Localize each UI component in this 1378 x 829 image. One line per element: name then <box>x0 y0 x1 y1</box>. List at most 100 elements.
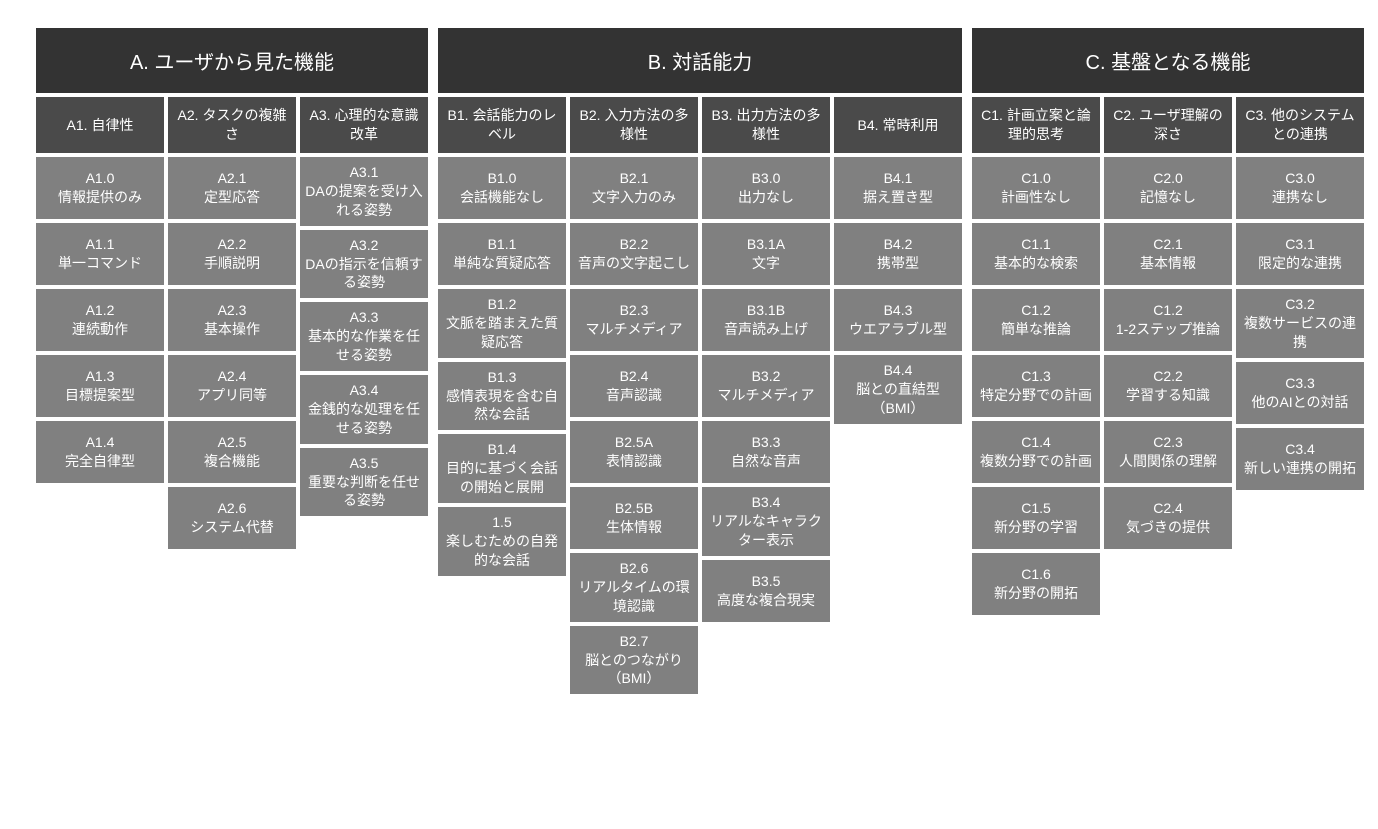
column-header-C3: C3. 他のシステムとの連携 <box>1236 97 1364 153</box>
cell-label: 定型応答 <box>204 188 260 207</box>
cell-label: 連携なし <box>1272 188 1328 207</box>
cell-code: C1.6 <box>1021 565 1051 584</box>
cell-label: 感情表現を含む自然な会話 <box>442 387 562 425</box>
cell-C1-3: C1.3特定分野での計画 <box>972 355 1100 417</box>
column-B3: B3. 出力方法の多様性B3.0出力なしB3.1A文字B3.1B音声読み上げB3… <box>702 97 830 694</box>
columns-C: C1. 計画立案と論理的思考 C1.0計画性なし C1.1基本的な検索 C1.2簡単な… <box>972 97 1364 615</box>
cell-label: 音声読み上げ <box>724 320 808 339</box>
cell-A1-3: A1.3目標提案型 <box>36 355 164 417</box>
cell-C3-1: C3.1限定的な連携 <box>1236 223 1364 285</box>
column-header-B1: B1. 会話能力のレベル <box>438 97 566 153</box>
cell-label: 重要な判断を任せる姿勢 <box>304 473 424 511</box>
capability-chart: A. ユーザから見た機能A1. 自律性A1.0情報提供のみA1.1単一コマンドA… <box>36 28 1342 694</box>
column-header-B4: B4. 常時利用 <box>834 97 962 153</box>
cell-C3-0: C3.0連携なし <box>1236 157 1364 219</box>
column-header-C1: C1. 計画立案と論理的思考 <box>972 97 1100 153</box>
cell-label: 情報提供のみ <box>58 188 142 207</box>
cell-code: A2.1 <box>218 169 247 188</box>
cell-label: 出力なし <box>738 188 794 207</box>
cell-A2-4: A2.5複合機能 <box>168 421 296 483</box>
cell-code: B2.1 <box>620 169 649 188</box>
cell-label: 基本的な検索 <box>994 254 1078 273</box>
cell-label: 音声認識 <box>606 386 662 405</box>
column-B4: B4. 常時利用B4.1据え置き型B4.2携帯型B4.3ウエアラブル型B4.4脳… <box>834 97 962 694</box>
cell-label: 新分野の開拓 <box>994 584 1078 603</box>
cell-C2-1: C2.1基本情報 <box>1104 223 1232 285</box>
group-header-C: C. 基盤となる機能 <box>972 28 1364 93</box>
cell-code: B1.1 <box>488 235 517 254</box>
cell-A2-5: A2.6システム代替 <box>168 487 296 549</box>
cell-label: 完全自律型 <box>65 452 135 471</box>
column-C1: C1. 計画立案と論理的思考 C1.0計画性なし C1.1基本的な検索 C1.2簡単な… <box>972 97 1100 615</box>
cell-label: 他のAIとの対話 <box>1251 393 1348 412</box>
cell-code: C3.0 <box>1285 169 1315 188</box>
cell-code: B3.4 <box>752 493 781 512</box>
cell-B3-0: B3.0出力なし <box>702 157 830 219</box>
cell-code: B3.0 <box>752 169 781 188</box>
group-header-B: B. 対話能力 <box>438 28 962 93</box>
cell-B2-7: B2.7脳とのつながり（BMI） <box>570 626 698 695</box>
cell-code: C2.2 <box>1153 367 1183 386</box>
columns-B: B1. 会話能力のレベルB1.0会話機能なしB1.1単純な質疑応答B1.2文脈を… <box>438 97 962 694</box>
cell-C1-4: C1.4複数分野での計画 <box>972 421 1100 483</box>
cell-B3-1: B3.1A文字 <box>702 223 830 285</box>
cell-label: 文字 <box>752 254 780 273</box>
cell-label: 高度な複合現実 <box>717 591 815 610</box>
cell-label: 据え置き型 <box>863 188 933 207</box>
cell-code: B2.3 <box>620 301 649 320</box>
cell-code: B3.2 <box>752 367 781 386</box>
cell-label: 単純な質疑応答 <box>453 254 551 273</box>
cell-label: 基本操作 <box>204 320 260 339</box>
cell-code: B3.1A <box>747 235 785 254</box>
cell-code: C1.0 <box>1021 169 1051 188</box>
column-header-A2: A2. タスクの複雑さ <box>168 97 296 153</box>
cell-code: B1.3 <box>488 368 517 387</box>
group-header-A: A. ユーザから見た機能 <box>36 28 428 93</box>
group-B: B. 対話能力B1. 会話能力のレベルB1.0会話機能なしB1.1単純な質疑応答… <box>438 28 962 694</box>
cell-label: マルチメディア <box>717 386 814 405</box>
cell-label: 目的に基づく会話の開始と展開 <box>442 459 562 497</box>
cell-code: B3.1B <box>747 301 785 320</box>
cell-B3-2: B3.1B音声読み上げ <box>702 289 830 351</box>
cell-label: 会話機能なし <box>460 188 544 207</box>
cell-code: A3.1 <box>350 163 379 182</box>
cell-label: 基本情報 <box>1140 254 1196 273</box>
cell-code: C1.4 <box>1021 433 1051 452</box>
cell-code: B4.3 <box>884 301 913 320</box>
column-header-C2: C2. ユーザ理解の深さ <box>1104 97 1232 153</box>
cell-B2-1: B2.2音声の文字起こし <box>570 223 698 285</box>
cell-label: 複合機能 <box>204 452 260 471</box>
cell-code: A3.5 <box>350 454 379 473</box>
cell-code: C1.1 <box>1021 235 1051 254</box>
cell-B1-3: B1.3感情表現を含む自然な会話 <box>438 362 566 431</box>
cell-C1-2: C1.2簡単な推論 <box>972 289 1100 351</box>
cell-label: 手順説明 <box>204 254 260 273</box>
column-A3: A3. 心理的な意識改革A3.1DAの提案を受け入れる姿勢A3.2DAの指示を信… <box>300 97 428 549</box>
cell-code: C1.3 <box>1021 367 1051 386</box>
cell-C2-3: C2.2学習する知識 <box>1104 355 1232 417</box>
cell-label: 音声の文字起こし <box>578 254 690 273</box>
cell-label: ウエアラブル型 <box>849 320 947 339</box>
cell-label: 目標提案型 <box>65 386 135 405</box>
column-header-B3: B3. 出力方法の多様性 <box>702 97 830 153</box>
cell-B2-2: B2.3マルチメディア <box>570 289 698 351</box>
cell-code: B4.2 <box>884 235 913 254</box>
cell-label: 新しい連携の開拓 <box>1244 459 1356 478</box>
cell-label: 1-2ステップ推論 <box>1116 320 1220 339</box>
cell-code: B2.5B <box>615 499 653 518</box>
cell-C3-2: C3.2複数サービスの連携 <box>1236 289 1364 358</box>
cell-B4-2: B4.3ウエアラブル型 <box>834 289 962 351</box>
cell-label: 計画性なし <box>1001 188 1071 207</box>
cell-label: DAの指示を信頼する姿勢 <box>304 255 424 293</box>
cell-label: DAの提案を受け入れる姿勢 <box>304 182 424 220</box>
cell-code: C3.2 <box>1285 295 1315 314</box>
cell-code: B1.2 <box>488 295 517 314</box>
cell-code: A3.3 <box>350 308 379 327</box>
cell-code: C3.4 <box>1285 440 1315 459</box>
cell-code: C3.1 <box>1285 235 1315 254</box>
cell-B1-4: B1.4目的に基づく会話の開始と展開 <box>438 434 566 503</box>
cell-B2-6: B2.6リアルタイムの環境認識 <box>570 553 698 622</box>
cell-code: C1.5 <box>1021 499 1051 518</box>
cell-label: マルチメディア <box>585 320 682 339</box>
cell-code: C3.3 <box>1285 374 1315 393</box>
